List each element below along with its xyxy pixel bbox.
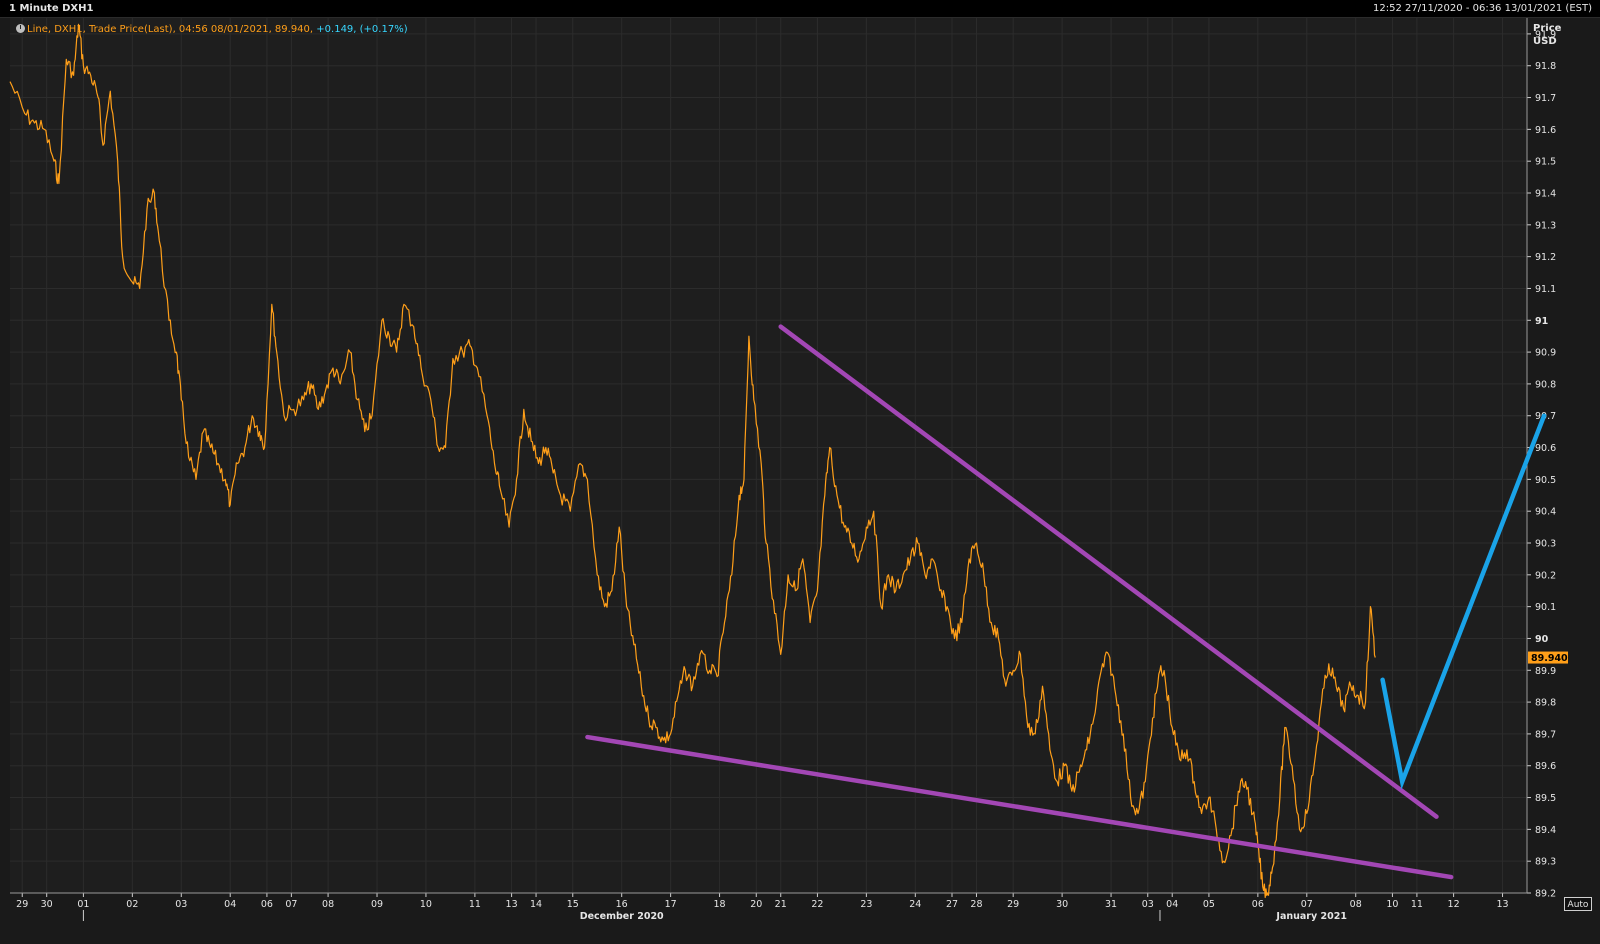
x-tick-label: 22 — [811, 899, 823, 910]
lower-trendline — [585, 734, 1454, 880]
series-legend: Line, DXH1, Trade Price(Last), 04:56 08/… — [16, 24, 408, 35]
y-tick-label: 90.5 — [1535, 475, 1556, 486]
y-tick-label: 90 — [1535, 634, 1549, 645]
x-tick-label: 29 — [1007, 899, 1019, 910]
x-tick-label: 07 — [285, 899, 297, 910]
x-tick-label: 17 — [665, 899, 677, 910]
y-tick-label: 91.4 — [1535, 189, 1556, 200]
x-tick-label: 14 — [530, 899, 542, 910]
x-tick-label: 04 — [1166, 899, 1178, 910]
month-label: December 2020 — [580, 911, 664, 922]
y-axis: 89.2 89.3 89.4 89.5 89.6 89.7 89.8 89.9 90 90.1 90… — [1526, 18, 1562, 900]
x-tick-label: 16 — [616, 899, 628, 910]
time-range: 12:52 27/11/2020 - 06:36 13/01/2021 (EST… — [1373, 3, 1592, 14]
y-tick-label: 91.1 — [1535, 284, 1556, 295]
x-tick-label: 13 — [1496, 899, 1508, 910]
y-axis-title: Price — [1533, 23, 1562, 34]
y-tick-label: 89.4 — [1535, 825, 1556, 836]
x-tick-label: 27 — [946, 899, 958, 910]
x-tick-label: 04 — [224, 899, 236, 910]
last-price-label: 89.940 — [1531, 653, 1568, 664]
trendlines — [585, 324, 1454, 880]
x-tick-label: 29 — [16, 899, 28, 910]
x-tick-label: 30 — [41, 899, 53, 910]
y-tick-label: 89.9 — [1535, 666, 1556, 677]
grid-lines — [10, 18, 1527, 894]
x-tick-label: 05 — [1203, 899, 1215, 910]
x-tick-label: 15 — [567, 899, 579, 910]
y-tick-label: 91.5 — [1535, 157, 1556, 168]
y-tick-label: 89.3 — [1535, 857, 1556, 868]
y-tick-label: 89.5 — [1535, 793, 1556, 804]
month-label: January 2021 — [1275, 911, 1347, 922]
x-tick-label: 11 — [469, 899, 481, 910]
upper-trendline — [778, 324, 1439, 819]
y-tick-label: 89.7 — [1535, 729, 1556, 740]
chart-title: 1 Minute DXH1 — [9, 3, 94, 14]
x-tick-label: 10 — [420, 899, 432, 910]
last-price-tag: 89.940 — [1528, 651, 1568, 664]
x-tick-label: 20 — [750, 899, 762, 910]
x-tick-label: 08 — [1350, 899, 1362, 910]
x-tick-label: 18 — [714, 899, 726, 910]
x-tick-label: 10 — [1386, 899, 1398, 910]
price-line — [9, 23, 1376, 899]
x-tick-label: 30 — [1056, 899, 1068, 910]
x-tick-label: 07 — [1301, 899, 1313, 910]
x-tick-label: 03 — [1142, 899, 1154, 910]
x-axis: 29 30 01 02 03 04 06 07 08 09 10 11 13 14 15 16 17 18 20 21… — [10, 892, 1527, 922]
y-tick-label: 91.3 — [1535, 220, 1556, 231]
last-price-box — [1528, 651, 1568, 664]
y-tick-label: 90.6 — [1535, 443, 1556, 454]
y-tick-label: 90.1 — [1535, 602, 1556, 613]
projection-line — [1380, 413, 1547, 790]
projection-path — [1380, 413, 1547, 790]
x-tick-label: 28 — [970, 899, 982, 910]
chart-title-bar: 1 Minute DXH1 12:52 27/11/2020 - 06:36 1… — [0, 0, 1600, 18]
y-tick-label: 91.6 — [1535, 125, 1556, 136]
y-tick-label: 91.9 — [1535, 29, 1556, 40]
chart-area[interactable]: 89.2 89.3 89.4 89.5 89.6 89.7 89.8 89.9 90 90.1 90… — [0, 18, 1600, 940]
clock-icon — [16, 24, 25, 33]
y-tick-label: 90.9 — [1535, 348, 1556, 359]
y-tick-label: 91.2 — [1535, 252, 1556, 263]
y-axis-unit: USD — [1533, 36, 1557, 47]
y-tick-label: 89.2 — [1535, 889, 1556, 900]
y-tick-label: 91.8 — [1535, 61, 1556, 72]
x-tick-label: 31 — [1105, 899, 1117, 910]
x-tick-label: 09 — [371, 899, 383, 910]
x-tick-label: 02 — [126, 899, 138, 910]
x-tick-label: 12 — [1448, 899, 1460, 910]
y-tick-label: 90.2 — [1535, 570, 1556, 581]
x-tick-label: 06 — [1252, 899, 1264, 910]
price-chart[interactable]: 89.2 89.3 89.4 89.5 89.6 89.7 89.8 89.9 90 90.1 90… — [0, 18, 1600, 940]
y-tick-label: 89.8 — [1535, 698, 1556, 709]
plot-background — [10, 18, 1527, 893]
x-tick-label: 03 — [175, 899, 187, 910]
price-series — [9, 23, 1376, 899]
y-tick-label: 91 — [1535, 316, 1548, 327]
x-tick-label: 08 — [322, 899, 334, 910]
x-tick-label: 24 — [909, 899, 921, 910]
y-tick-label: 90.8 — [1535, 379, 1556, 390]
auto-scale-button[interactable]: Auto — [1564, 897, 1592, 911]
x-tick-label: 13 — [506, 899, 518, 910]
legend-text: Line, DXH1, Trade Price(Last), 04:56 08/… — [27, 24, 314, 35]
y-tick-label: 90.3 — [1535, 539, 1556, 550]
x-tick-label: 11 — [1411, 899, 1423, 910]
y-tick-label: 90.4 — [1535, 507, 1556, 518]
legend-change: +0.149, (+0.17%) — [316, 24, 408, 35]
y-tick-label: 91.7 — [1535, 93, 1556, 104]
x-tick-label: 21 — [775, 899, 787, 910]
x-tick-label: 01 — [77, 899, 89, 910]
x-tick-label: 23 — [860, 899, 872, 910]
x-tick-label: 06 — [261, 899, 273, 910]
y-tick-label: 89.6 — [1535, 761, 1556, 772]
